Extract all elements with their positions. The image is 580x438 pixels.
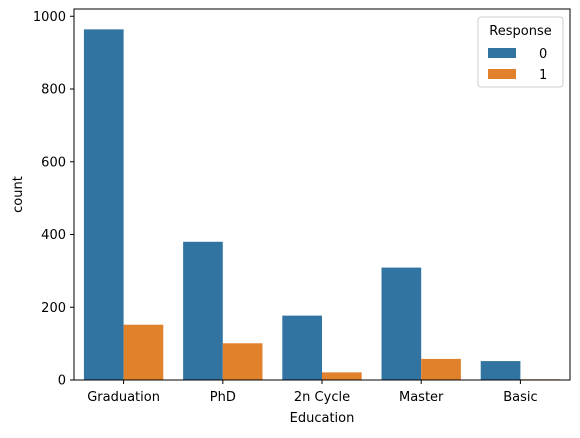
- x-tick-label: Graduation: [87, 390, 160, 405]
- bar-basic-response-0: [480, 361, 521, 380]
- bar-master-response-0: [381, 267, 422, 380]
- x-tick-label: Basic: [503, 390, 537, 405]
- x-tick-label: 2n Cycle: [294, 390, 350, 405]
- legend-title: Response: [489, 24, 551, 39]
- bar-phd-response-0: [183, 241, 223, 380]
- legend-swatch-0: [488, 48, 516, 58]
- x-axis: Graduation PhD 2n Cycle Master Basic: [87, 380, 538, 405]
- y-tick-label: 0: [58, 374, 66, 389]
- bars-group: [83, 29, 561, 381]
- bar-graduation-response-1: [123, 324, 164, 380]
- legend: Response 0 1: [477, 16, 564, 88]
- x-tick-label: Master: [399, 390, 444, 405]
- y-tick-label: 1000: [33, 10, 66, 25]
- y-axis-label: count: [11, 176, 26, 213]
- plot-frame: [73, 8, 571, 381]
- bar-master-response-1: [421, 358, 461, 380]
- x-tick-label: PhD: [210, 390, 236, 405]
- bar-2n-cycle-response-0: [282, 315, 322, 380]
- bar-phd-response-1: [222, 343, 263, 380]
- x-axis-label: Education: [290, 411, 355, 426]
- y-tick-label: 800: [41, 83, 66, 98]
- y-tick-label: 600: [41, 155, 66, 170]
- legend-swatch-1: [488, 69, 516, 79]
- y-tick-label: 200: [41, 301, 66, 316]
- y-tick-label: 400: [41, 228, 66, 243]
- legend-label-1: 1: [539, 68, 547, 83]
- legend-label-0: 0: [539, 47, 547, 62]
- y-axis: 0 200 400 600 800 1000: [33, 10, 74, 389]
- bar-2n-cycle-response-1: [322, 372, 362, 380]
- bar-graduation-response-0: [83, 29, 124, 381]
